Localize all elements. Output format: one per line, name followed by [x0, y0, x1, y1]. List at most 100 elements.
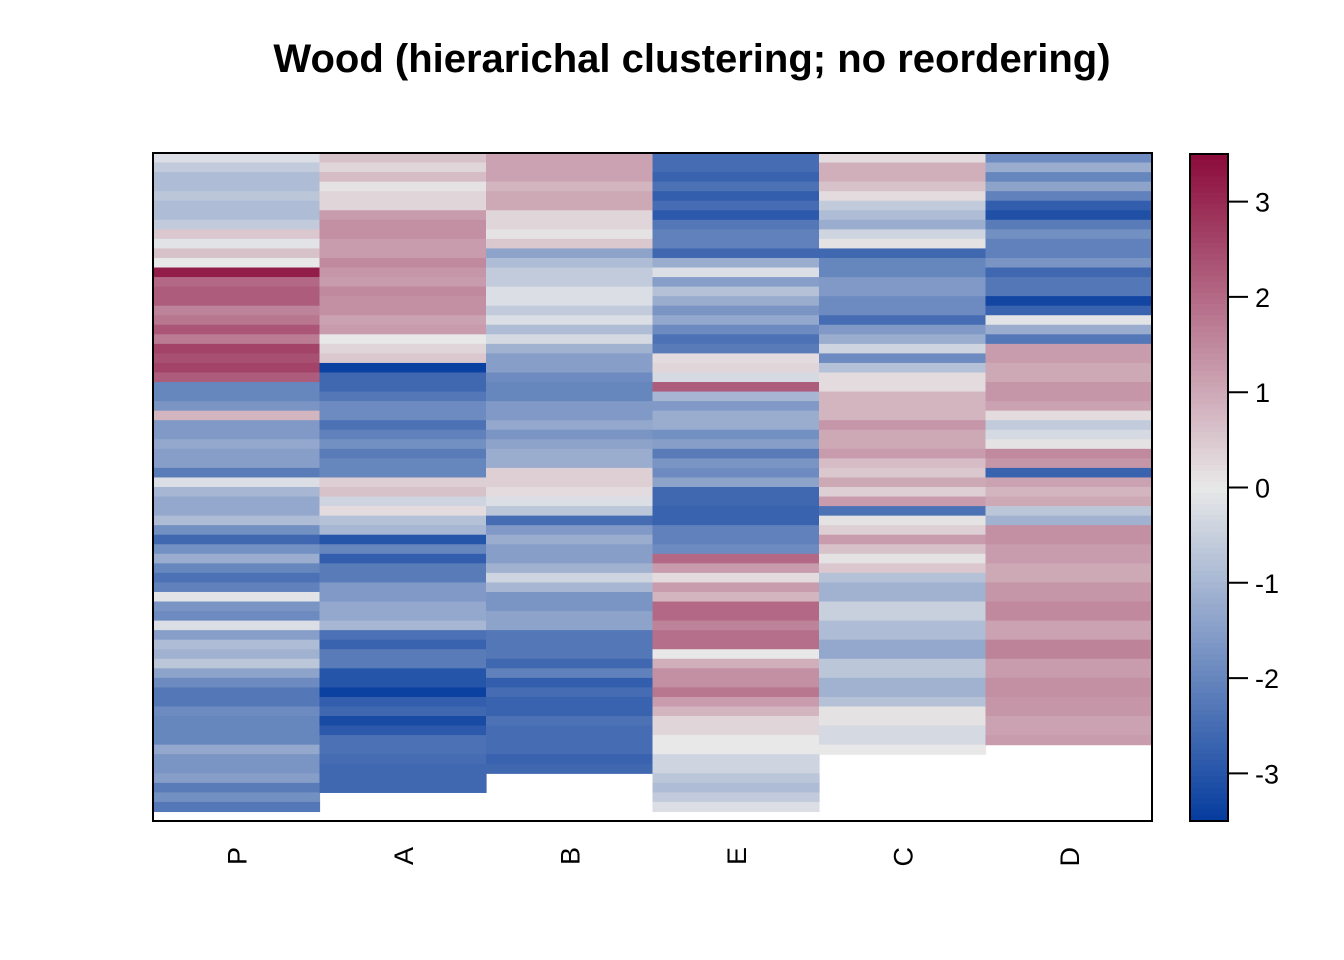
heatmap-cell [985, 496, 1153, 507]
legend-swatch [1190, 787, 1228, 794]
heatmap-cell [652, 277, 820, 288]
heatmap-cell [319, 563, 487, 584]
heatmap-cell [153, 687, 321, 708]
legend-swatch [1190, 181, 1228, 188]
heatmap-cell [819, 658, 987, 679]
legend-swatch [1190, 526, 1228, 533]
legend-swatch [1190, 593, 1228, 600]
legend-swatch [1190, 337, 1228, 344]
legend-swatch [1190, 509, 1228, 516]
heatmap-cell [652, 210, 820, 221]
legend-swatch [1190, 743, 1228, 750]
legend-swatch [1190, 431, 1228, 439]
heatmap-cell [985, 439, 1153, 450]
heatmap-cell [319, 506, 487, 517]
legend-swatch [1190, 754, 1228, 761]
heatmap-cell [486, 591, 654, 612]
legend-swatch [1190, 198, 1228, 205]
heatmap-cell [319, 191, 487, 211]
heatmap-cell [153, 420, 321, 440]
legend-swatch [1190, 192, 1228, 200]
legend-swatch [1190, 520, 1228, 528]
heatmap-cell [153, 668, 321, 679]
legend-swatch [1190, 620, 1228, 628]
legend-swatch [1190, 165, 1228, 172]
heatmap-cell [486, 315, 654, 326]
heatmap-cell [819, 725, 987, 746]
heatmap-cell [819, 162, 987, 183]
legend-swatch [1190, 326, 1228, 333]
heatmap-cell [486, 572, 654, 584]
heatmap-cell [319, 277, 487, 288]
column-label: C [888, 847, 918, 867]
heatmap-cell [819, 515, 987, 526]
legend-swatch [1190, 342, 1228, 350]
column-label: P [222, 847, 252, 865]
heatmap-cell [486, 305, 654, 316]
heatmap-cell [985, 735, 1153, 746]
heatmap-cell [153, 315, 321, 326]
heatmap-cell [319, 716, 487, 727]
heatmap-cell [486, 334, 654, 345]
heatmap-cell [985, 401, 1153, 412]
heatmap-cell [486, 257, 654, 269]
legend-swatch [1190, 454, 1228, 461]
legend-swatch [1190, 565, 1228, 572]
heatmap-cell [652, 754, 820, 774]
heatmap-cell [486, 248, 654, 259]
heatmap-cell [486, 658, 654, 669]
heatmap-cell [819, 391, 987, 421]
heatmap-cell [153, 401, 321, 412]
heatmap-cell [985, 420, 1153, 431]
legend-swatch [1190, 615, 1228, 622]
heatmap-cell [985, 315, 1153, 326]
heatmap-cell [486, 687, 654, 698]
heatmap-cell [652, 477, 820, 488]
heatmap-cell [319, 429, 487, 440]
heatmap-cell [319, 515, 487, 526]
legend-swatch [1190, 226, 1228, 233]
heatmap-cell [486, 630, 654, 660]
heatmap-cell [652, 362, 820, 374]
legend-swatch [1190, 270, 1228, 277]
heatmap-cell [486, 582, 654, 593]
legend-swatch [1190, 581, 1228, 589]
legend-swatch [1190, 598, 1228, 605]
legend-swatch [1190, 437, 1228, 444]
heatmap-cell [652, 658, 820, 669]
heatmap-cell [819, 467, 987, 479]
heatmap-cell [486, 525, 654, 536]
heatmap-cell [819, 506, 987, 517]
legend-swatch [1190, 632, 1228, 639]
heatmap-cell [652, 391, 820, 402]
heatmap-cell [319, 296, 487, 316]
legend-swatch [1190, 776, 1228, 783]
heatmap-cell [985, 324, 1153, 335]
heatmap-cell [153, 544, 321, 555]
legend-swatch [1190, 209, 1228, 216]
heatmap-cell [486, 506, 654, 517]
heatmap-cell [652, 506, 820, 526]
heatmap-cell [985, 696, 1153, 717]
heatmap-cell [652, 773, 820, 784]
heatmap-cell [652, 696, 820, 708]
legend-swatch [1190, 815, 1228, 822]
heatmap-cell [319, 257, 487, 269]
heatmap-cell [819, 362, 987, 374]
legend-swatch [1190, 798, 1228, 805]
heatmap-cell [652, 200, 820, 211]
legend-swatch [1190, 287, 1228, 294]
heatmap-cell [985, 563, 1153, 584]
heatmap-cell [652, 467, 820, 479]
heatmap-cell [819, 324, 987, 335]
legend-swatch [1190, 220, 1228, 227]
heatmap-cell [153, 620, 321, 631]
heatmap-cell [819, 582, 987, 603]
heatmap-cell [819, 487, 987, 498]
heatmap-cell [486, 487, 654, 498]
legend-swatch [1190, 170, 1228, 177]
heatmap-cell [985, 458, 1153, 469]
legend-swatch [1190, 737, 1228, 744]
column-label: B [555, 847, 585, 865]
heatmap-cell [819, 563, 987, 574]
